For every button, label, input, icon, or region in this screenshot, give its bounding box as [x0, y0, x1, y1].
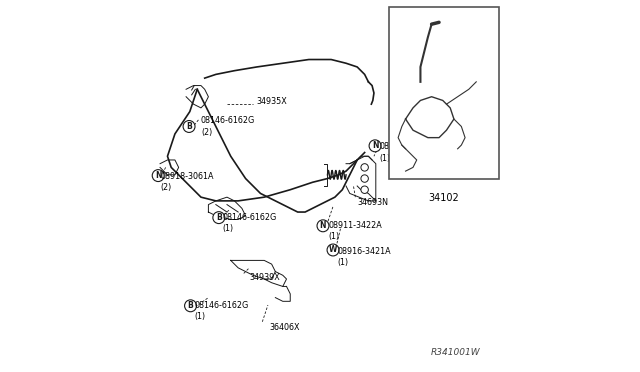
Text: 08911-3422A
(1): 08911-3422A (1) — [328, 221, 382, 241]
Text: 08146-6162G
(2): 08146-6162G (2) — [201, 116, 255, 137]
Circle shape — [361, 186, 369, 193]
Text: 34935X: 34935X — [257, 97, 287, 106]
Text: 08918-3061A
(1): 08918-3061A (1) — [380, 142, 433, 163]
Text: 08146-6162G
(1): 08146-6162G (1) — [223, 213, 276, 233]
Text: 34693N: 34693N — [357, 198, 388, 207]
Circle shape — [317, 220, 329, 232]
Text: R341001W: R341001W — [430, 348, 480, 357]
Text: 36406X: 36406X — [270, 323, 300, 332]
Circle shape — [184, 300, 196, 312]
Bar — [389, 7, 499, 179]
Text: 08918-3061A
(2): 08918-3061A (2) — [161, 172, 214, 192]
Text: N: N — [320, 221, 326, 230]
Text: N: N — [372, 141, 378, 150]
Circle shape — [361, 175, 369, 182]
Text: B: B — [186, 122, 192, 131]
Text: 08146-6162G
(1): 08146-6162G (1) — [195, 301, 249, 321]
Text: 08916-3421A
(1): 08916-3421A (1) — [338, 247, 392, 267]
Text: 34102: 34102 — [428, 193, 459, 203]
Circle shape — [152, 170, 164, 182]
Text: N: N — [155, 171, 161, 180]
Circle shape — [369, 140, 381, 152]
Circle shape — [183, 121, 195, 132]
Text: B: B — [216, 213, 221, 222]
Circle shape — [361, 164, 369, 171]
Circle shape — [213, 212, 225, 224]
Circle shape — [327, 244, 339, 256]
Text: W: W — [329, 246, 337, 254]
Text: 34939X: 34939X — [250, 273, 280, 282]
Text: B: B — [188, 301, 193, 310]
